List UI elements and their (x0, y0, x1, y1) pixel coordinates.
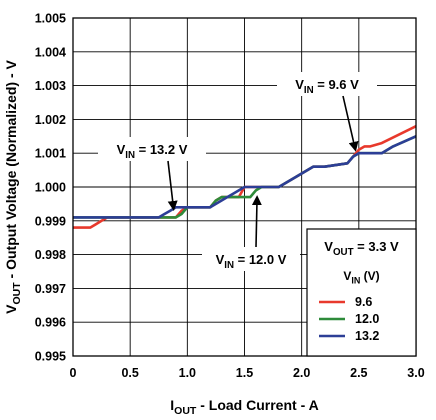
y-tick-label: 1.003 (35, 79, 66, 93)
y-tick-label: 1.001 (35, 147, 66, 161)
legend-header: VIN (V) (343, 269, 379, 286)
y-tick-label: 1.002 (35, 113, 66, 127)
annotation-label: VIN = 12.0 V (216, 252, 287, 271)
plot-frame (72, 17, 417, 357)
annotation-label: VIN = 13.2 V (117, 142, 188, 161)
x-tick-label: 2.5 (350, 366, 367, 380)
x-tick-label: 1.0 (179, 366, 196, 380)
annotation-arrow (167, 160, 178, 211)
y-tick-label: 0.998 (35, 248, 66, 262)
x-tick-label: 2.0 (293, 366, 310, 380)
x-tick-label: 1.5 (236, 366, 253, 380)
legend-entry-13-2: 13.2 (355, 329, 379, 343)
legend-entry-12-0: 12.0 (355, 312, 379, 326)
legend: VOUT = 3.3 V VIN (V) 9.6 12.0 13.2 (306, 228, 417, 357)
annotation-box (277, 72, 377, 96)
annotation-box (98, 137, 206, 161)
y-axis-label: VOUT - Output Voltage (Normalized) - V (3, 59, 23, 313)
x-tick-labels: 0 0.5 1.0 1.5 2.0 2.5 3.0 (70, 366, 425, 380)
annotation-box (202, 247, 300, 271)
legend-vout-label: VOUT = 3.3 V (324, 239, 399, 258)
y-tick-label: 1.000 (35, 181, 66, 195)
y-tick-label: 0.995 (35, 350, 66, 364)
x-tick-label: 0.5 (121, 366, 138, 380)
y-tick-label: 0.996 (35, 316, 66, 330)
legend-entry-9-6: 9.6 (355, 295, 372, 309)
x-axis-label: IOUT - Load Current - A (170, 397, 318, 417)
x-tick-label: 0 (70, 366, 77, 380)
y-tick-label: 0.997 (35, 282, 66, 296)
x-tick-label: 3.0 (407, 366, 424, 380)
annotation-label: VIN = 9.6 V (295, 77, 359, 96)
annotation-arrow (251, 195, 262, 248)
y-tick-label: 0.999 (35, 214, 66, 228)
y-tick-label: 1.004 (35, 45, 66, 59)
y-tick-label: 1.005 (35, 12, 66, 26)
y-tick-labels: 0.995 0.996 0.997 0.998 0.999 1.000 1.001 1.002… (35, 12, 66, 364)
annotation-arrow (342, 95, 359, 152)
annotations: VIN = 9.6 V VIN = 13.2 V VIN = 12.0 V (98, 72, 377, 271)
